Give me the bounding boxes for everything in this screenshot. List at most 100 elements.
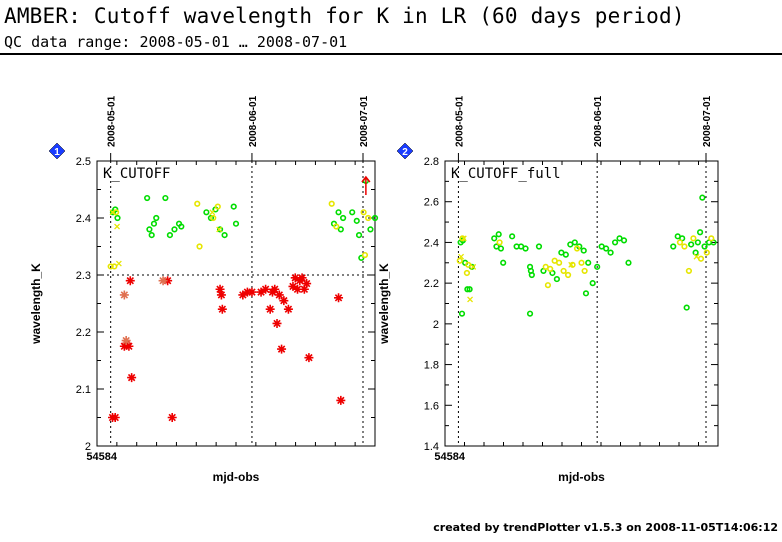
data-point bbox=[148, 232, 155, 239]
data-point bbox=[528, 271, 535, 279]
data-point bbox=[337, 226, 344, 233]
data-point bbox=[611, 239, 619, 246]
data-point bbox=[459, 235, 466, 242]
data-point bbox=[279, 296, 289, 306]
date-tick-label: 2008-05-01 bbox=[107, 95, 118, 147]
data-point bbox=[256, 287, 266, 297]
data-point bbox=[333, 223, 340, 230]
data-point bbox=[358, 254, 365, 261]
data-point bbox=[553, 275, 560, 283]
data-point bbox=[153, 214, 160, 222]
data-point bbox=[676, 239, 684, 246]
data-point bbox=[114, 214, 121, 222]
data-point bbox=[158, 276, 168, 286]
data-point bbox=[150, 220, 158, 227]
date-tick-label: 2008-06-01 bbox=[593, 95, 604, 147]
data-point bbox=[470, 263, 477, 270]
data-point bbox=[703, 249, 710, 256]
chart-title: AMBER: Cutoff wavelength for K in LR (60… bbox=[4, 4, 685, 28]
data-point bbox=[119, 290, 129, 300]
date-tick-label: 2008-05-01 bbox=[454, 95, 465, 147]
data-point bbox=[367, 226, 374, 233]
panel-title: K_CUTOFF_full bbox=[451, 166, 561, 182]
data-point bbox=[693, 253, 700, 260]
data-point bbox=[238, 290, 248, 300]
data-point bbox=[463, 269, 471, 277]
data-point bbox=[696, 229, 704, 236]
data-point bbox=[582, 290, 590, 297]
x-axis-label: mjd-obs bbox=[558, 470, 605, 484]
data-point bbox=[625, 259, 632, 266]
data-point bbox=[293, 284, 303, 294]
data-point bbox=[210, 214, 217, 222]
data-point bbox=[465, 261, 472, 268]
data-point bbox=[297, 273, 307, 283]
y-tick-label: 2.8 bbox=[424, 156, 439, 168]
y-tick-label: 2 bbox=[85, 441, 91, 453]
data-point bbox=[146, 226, 153, 233]
data-point bbox=[196, 243, 203, 250]
y-tick-label: 1.6 bbox=[424, 400, 439, 412]
data-point bbox=[127, 373, 137, 383]
data-point bbox=[460, 235, 467, 242]
data-point bbox=[107, 263, 114, 270]
y-axis-label: wavelength_K bbox=[377, 263, 391, 345]
data-point bbox=[708, 235, 715, 242]
data-point bbox=[522, 245, 529, 252]
data-point bbox=[304, 353, 314, 363]
data-point bbox=[283, 304, 293, 314]
data-point bbox=[589, 280, 596, 287]
data-point bbox=[121, 336, 131, 346]
plot-frame bbox=[444, 160, 719, 447]
date-tick-label: 2008-06-01 bbox=[248, 95, 259, 147]
data-point bbox=[365, 214, 372, 222]
data-point bbox=[495, 231, 502, 238]
data-point bbox=[299, 284, 309, 294]
data-point bbox=[110, 413, 120, 422]
data-point bbox=[603, 245, 610, 252]
data-point bbox=[230, 203, 237, 210]
data-point bbox=[288, 281, 298, 291]
data-point bbox=[349, 209, 356, 216]
panel-badge-number: 2 bbox=[402, 147, 408, 158]
y-axis-label: wavelength_K bbox=[29, 263, 43, 345]
data-point bbox=[458, 310, 466, 317]
data-point bbox=[114, 223, 121, 230]
y-tick-label: 1.4 bbox=[424, 441, 439, 453]
y-tick-label: 2.6 bbox=[424, 197, 439, 209]
data-point bbox=[272, 318, 282, 328]
y-tick-label: 2.2 bbox=[76, 327, 91, 339]
data-point bbox=[265, 304, 275, 314]
data-point bbox=[371, 214, 379, 222]
data-point bbox=[214, 203, 221, 210]
data-point bbox=[232, 220, 240, 227]
data-point bbox=[221, 232, 228, 239]
data-point bbox=[694, 239, 701, 246]
y-tick-label: 2.1 bbox=[76, 384, 91, 396]
data-point bbox=[144, 194, 151, 202]
data-point bbox=[585, 259, 592, 266]
data-point bbox=[573, 245, 581, 252]
data-point bbox=[207, 214, 215, 222]
data-point bbox=[571, 239, 578, 246]
panel-badge-icon bbox=[396, 142, 414, 160]
data-point bbox=[683, 304, 690, 311]
data-point bbox=[334, 293, 344, 303]
y-tick-label: 2.4 bbox=[424, 237, 439, 249]
data-point bbox=[547, 265, 554, 272]
data-point bbox=[464, 286, 471, 293]
data-point bbox=[167, 413, 177, 422]
y-tick-label: 2.4 bbox=[76, 213, 91, 225]
panel-badge-number: 1 bbox=[54, 147, 60, 158]
data-point bbox=[458, 253, 465, 260]
data-point bbox=[607, 249, 614, 256]
data-point bbox=[544, 282, 552, 289]
data-point bbox=[535, 243, 543, 250]
data-point bbox=[274, 290, 284, 300]
chart-subtitle: QC data range: 2008-05-01 … 2008-07-01 bbox=[4, 33, 348, 51]
data-point bbox=[562, 251, 569, 258]
data-point bbox=[466, 286, 473, 293]
data-point bbox=[556, 259, 563, 266]
data-point bbox=[564, 271, 572, 279]
data-point bbox=[594, 263, 601, 270]
